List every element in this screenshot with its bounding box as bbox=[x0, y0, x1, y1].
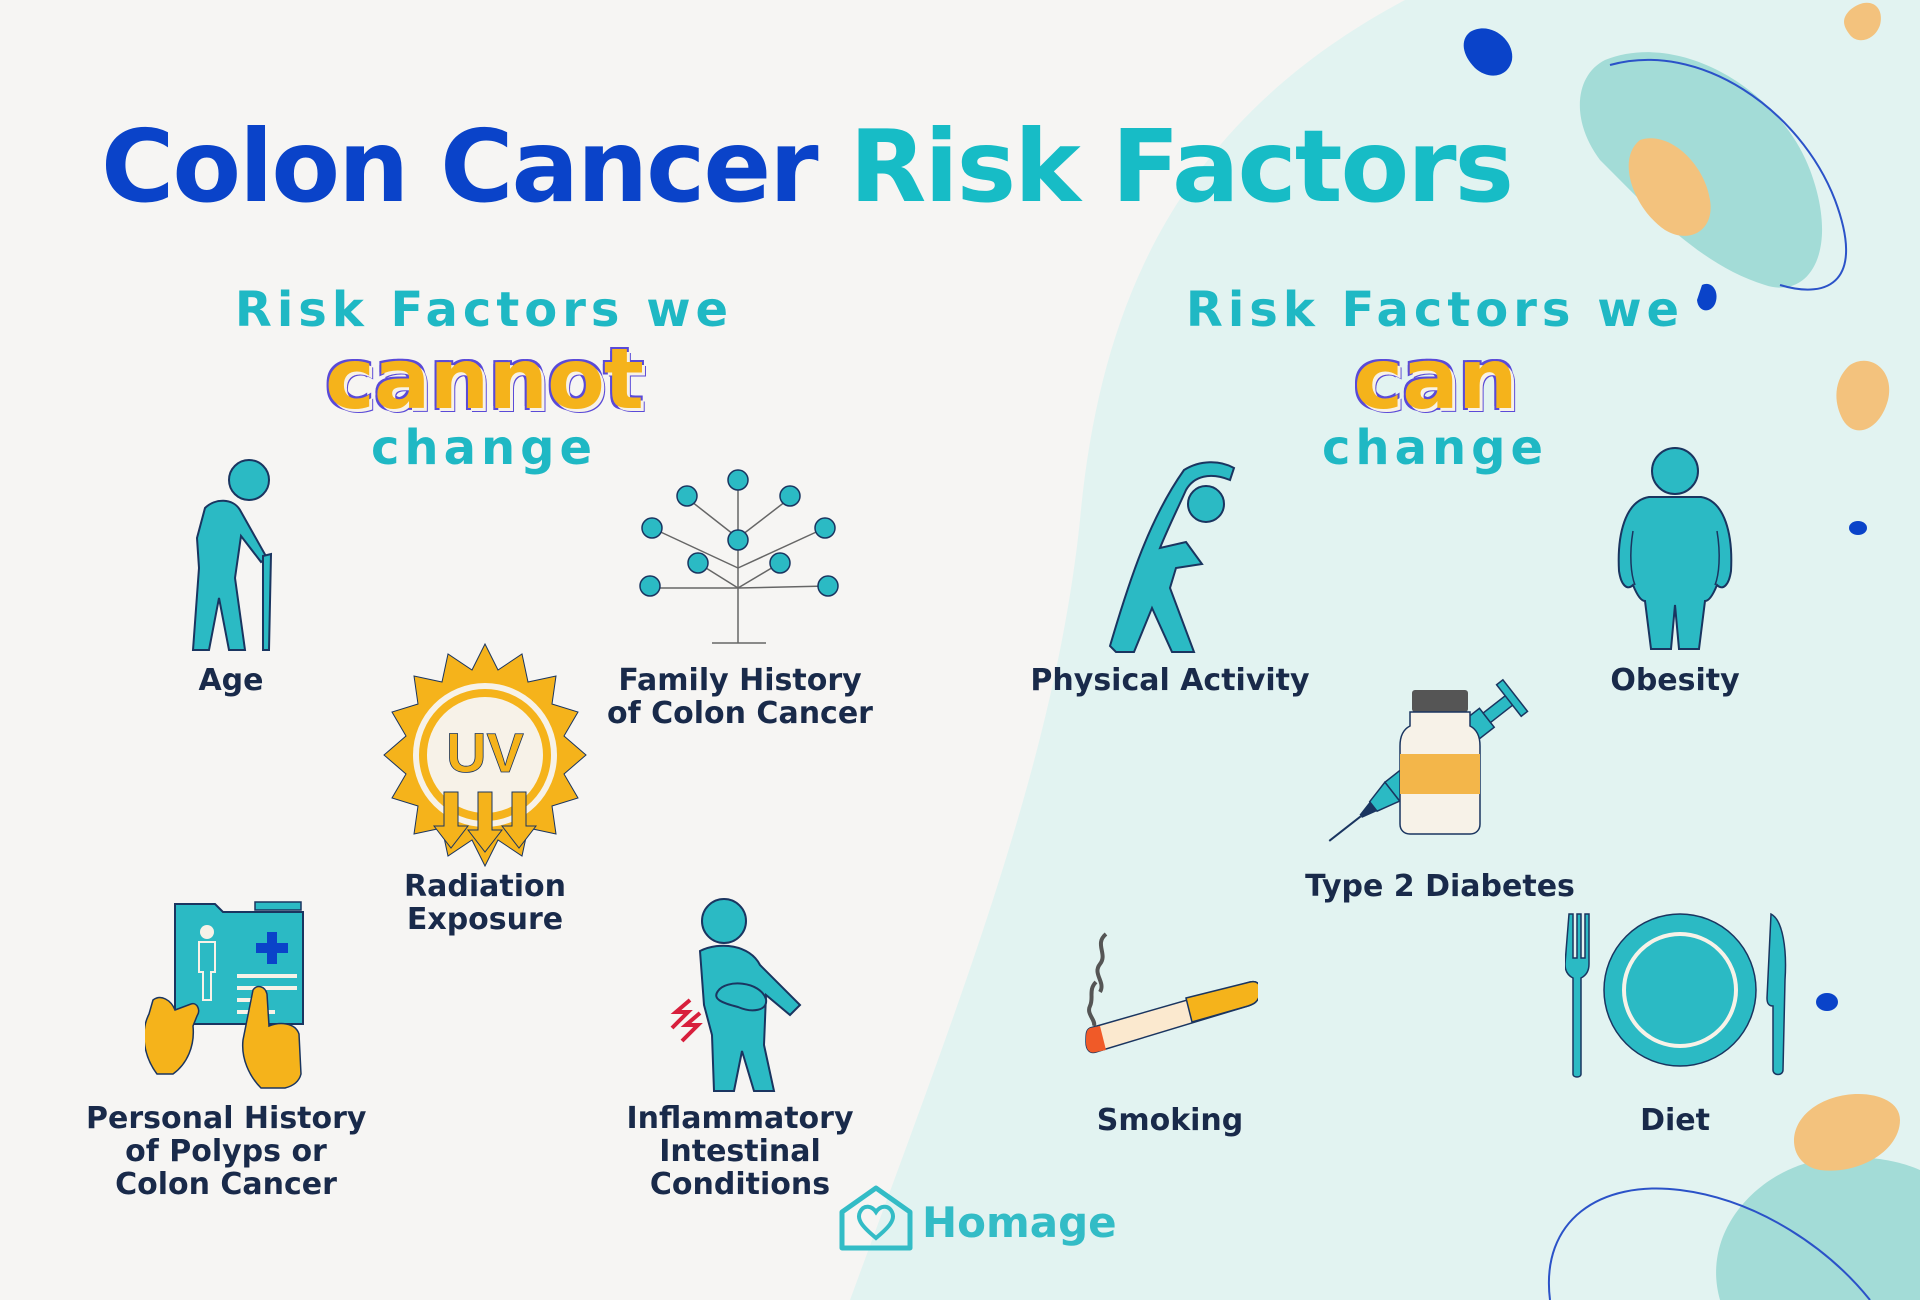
plate-cutlery-icon bbox=[1565, 912, 1787, 1078]
page-title: Colon Cancer Risk Factors bbox=[101, 108, 1514, 225]
family-tree-icon bbox=[639, 469, 839, 644]
label-personal-history-line1: Personal History bbox=[86, 1101, 367, 1136]
label-radiation: Radiation Exposure bbox=[345, 870, 625, 936]
brand-name: Homage bbox=[922, 1198, 1117, 1247]
cannot-heading-line3: change bbox=[370, 420, 598, 476]
label-radiation-line1: Radiation bbox=[404, 869, 566, 904]
label-radiation-line2: Exposure bbox=[406, 902, 564, 937]
obese-person-icon bbox=[1617, 447, 1733, 650]
label-personal-history-line3: Colon Cancer bbox=[115, 1167, 337, 1202]
title-part-1: Colon Cancer bbox=[101, 108, 819, 225]
abdominal-pain-icon bbox=[670, 898, 802, 1092]
title-part-2: Risk Factors bbox=[849, 108, 1514, 225]
label-inflammatory: Inflammatory Intestinal Conditions bbox=[600, 1102, 880, 1201]
uv-text: UV bbox=[446, 721, 524, 784]
label-age: Age bbox=[198, 663, 264, 698]
label-personal-history-line2: of Polyps or bbox=[125, 1134, 327, 1169]
label-family-history-line2: of Colon Cancer bbox=[607, 696, 873, 731]
cannot-change-heading: Risk Factors we cannot change bbox=[224, 280, 744, 478]
label-inflammatory-line2: Intestinal bbox=[659, 1134, 821, 1169]
label-inflammatory-line1: Inflammatory bbox=[626, 1101, 854, 1136]
label-obesity: Obesity bbox=[1610, 663, 1740, 698]
can-heading-line3: change bbox=[1321, 420, 1549, 476]
uv-sun-icon: UV bbox=[383, 642, 587, 868]
label-family-history: Family History of Colon Cancer bbox=[600, 664, 880, 730]
label-diabetes: Type 2 Diabetes bbox=[1305, 869, 1575, 904]
cannot-heading-line1: Risk Factors we bbox=[234, 282, 734, 338]
elderly-person-icon bbox=[191, 459, 273, 651]
can-change-heading: Risk Factors we can change bbox=[1175, 280, 1695, 478]
house-heart-logo-icon bbox=[839, 1185, 913, 1251]
label-smoking: Smoking bbox=[1096, 1103, 1244, 1138]
label-physical-activity: Physical Activity bbox=[1030, 663, 1310, 698]
cannot-heading-emphasis: cannot bbox=[325, 330, 644, 428]
can-heading-emphasis: can bbox=[1353, 330, 1517, 428]
stretching-person-icon bbox=[1108, 461, 1236, 653]
can-heading-line1: Risk Factors we bbox=[1185, 282, 1685, 338]
syringe-vial-icon bbox=[1328, 678, 1529, 842]
label-family-history-line1: Family History bbox=[618, 663, 862, 698]
label-personal-history: Personal History of Polyps or Colon Canc… bbox=[86, 1102, 366, 1201]
cigarette-icon bbox=[1085, 932, 1258, 1054]
label-inflammatory-line3: Conditions bbox=[649, 1167, 831, 1202]
label-diet: Diet bbox=[1640, 1103, 1710, 1138]
medical-folder-icon bbox=[145, 901, 304, 1089]
